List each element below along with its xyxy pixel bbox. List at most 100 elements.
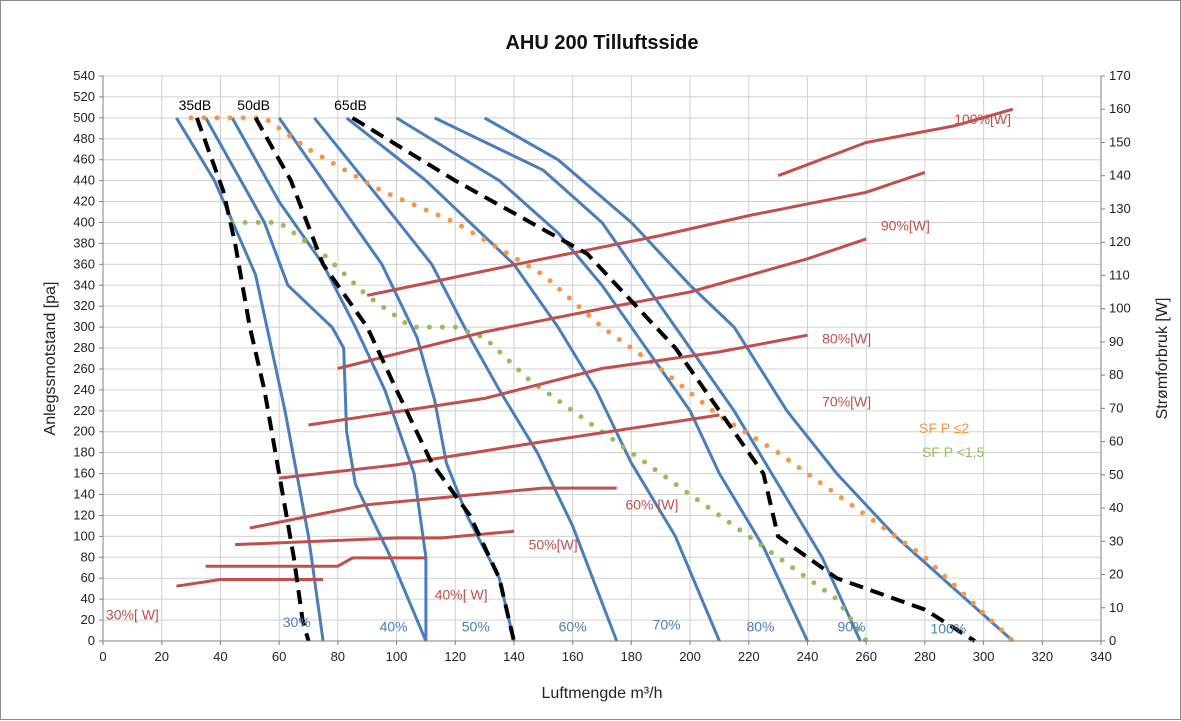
power-curve-label: 100%[W]: [954, 111, 1011, 127]
noise-curve-1: [195, 117, 311, 642]
x-tick-label: 40: [213, 649, 227, 664]
noise-curve-label: 65dB: [334, 97, 367, 113]
x-tick-label: 160: [562, 649, 584, 664]
power-curve-9: [777, 107, 1014, 178]
x-tick-label: 240: [797, 649, 819, 664]
power-curve-label: 30%[ W]: [106, 606, 159, 622]
x-tick-label: 140: [503, 649, 525, 664]
y2-tick-label: 140: [1109, 168, 1131, 183]
power-curve-label: 50%[W]: [529, 537, 578, 553]
y-tick-label: 20: [81, 612, 95, 627]
x-tick-label: 340: [1090, 649, 1112, 664]
x-tick-label: 120: [444, 649, 466, 664]
y-tick-label: 520: [73, 89, 95, 104]
y-tick-label: 100: [73, 528, 95, 543]
y2-tick-label: 50: [1109, 467, 1123, 482]
y-tick-label: 0: [88, 633, 95, 648]
sfp-curve-label: SF P ≤2: [919, 420, 969, 436]
curve-labels: 30% 40% 50% 60% 70% 80% 90% 100% 35dB 50dB 65dB 30%…: [106, 97, 1011, 637]
y2-tick-label: 60: [1109, 434, 1123, 449]
fan-curve-9: [483, 116, 1014, 643]
y2-tick-label: 90: [1109, 334, 1123, 349]
y-tick-label: 80: [81, 549, 95, 564]
y2-tick-label: 10: [1109, 600, 1123, 615]
power-curve-label: 80%[W]: [822, 331, 871, 347]
fan-curve-label: 80%: [746, 618, 774, 634]
sfp-curve-2: [229, 220, 869, 644]
y-tick-label: 500: [73, 110, 95, 125]
x-tick-label: 260: [855, 649, 877, 664]
y-tick-label: 60: [81, 570, 95, 585]
x-tick-label: 60: [272, 649, 286, 664]
y2-tick-label: 70: [1109, 400, 1123, 415]
y2-axis-title: Strømforbruk [W]: [1154, 298, 1171, 420]
power-curve-label: 40%[ W]: [435, 586, 488, 602]
power-curve-7: [337, 237, 867, 370]
grid: [102, 75, 1102, 642]
y-tick-label: 40: [81, 591, 95, 606]
y-tick-label: 300: [73, 319, 95, 334]
plot-area: [175, 107, 1016, 644]
y-tick-label: 360: [73, 256, 95, 271]
y-tick-label: 540: [73, 68, 95, 83]
x-tick-label: 200: [679, 649, 701, 664]
noise-curve-label: 50dB: [237, 97, 270, 113]
noise-curve-2: [253, 116, 516, 642]
x-axis-title: Luftmengde m³/h: [542, 685, 663, 702]
y2-tick-label: 110: [1109, 267, 1130, 282]
y2-tick-label: 30: [1109, 533, 1123, 548]
fan-curve-3: [230, 117, 428, 641]
x-tick-label: 20: [154, 649, 168, 664]
fan-curve-6: [345, 116, 721, 642]
power-curve-label: 60% [W]: [625, 497, 678, 513]
y2-tick-label: 80: [1109, 367, 1123, 382]
fan-curve-label: 100%: [930, 620, 966, 636]
fan-curve-label: 40%: [380, 618, 408, 634]
fan-curve-label: 60%: [559, 618, 587, 634]
power-curve-8: [366, 170, 926, 297]
y-tick-label: 120: [73, 507, 95, 522]
fan-curve-7: [395, 116, 809, 642]
x-tick-label: 100: [386, 649, 408, 664]
y2-tick-label: 150: [1109, 134, 1131, 149]
y-tick-label: 220: [73, 403, 95, 418]
y-tick-label: 420: [73, 194, 95, 209]
y-tick-label: 440: [73, 173, 95, 188]
fan-curve-1: [175, 117, 325, 642]
y2-tick-label: 120: [1109, 234, 1131, 249]
y2-tick-label: 100: [1109, 301, 1131, 316]
y-tick-label: 140: [73, 487, 95, 502]
fan-curve-4: [277, 117, 516, 642]
power-curve-2: [205, 556, 426, 568]
y-tick-label: 180: [73, 445, 95, 460]
y-tick-label: 380: [73, 235, 95, 250]
y2-tick-label: 20: [1109, 567, 1123, 582]
y-tick-label: 480: [73, 131, 95, 146]
power-curve-3: [235, 529, 515, 547]
sfp-curve-label: SF P <1,5: [922, 444, 985, 460]
power-curve-label: 70%[W]: [822, 394, 871, 410]
y2-tick-label: 160: [1109, 101, 1131, 116]
x-tick-label: 280: [914, 649, 936, 664]
chart-title: AHU 200 Tilluftsside: [505, 32, 698, 54]
y-axis-title: Anlegssmotstand [pa]: [42, 282, 59, 436]
y2-tick-label: 0: [1109, 633, 1116, 648]
x-tick-label: 0: [99, 649, 106, 664]
power-curve-1: [176, 578, 324, 588]
y2-tick-label: 40: [1109, 500, 1123, 515]
fan-curve-label: 50%: [462, 618, 490, 634]
x-tick-label: 180: [621, 649, 643, 664]
fan-curve-label: 30%: [283, 614, 311, 630]
y2-tick-label: 170: [1109, 68, 1131, 83]
y-tick-label: 200: [73, 424, 95, 439]
y-tick-label: 240: [73, 382, 95, 397]
fan-curve-2: [204, 117, 428, 642]
power-curve-5: [278, 413, 720, 480]
y-tick-label: 340: [73, 277, 95, 292]
noise-curve-label: 35dB: [179, 97, 212, 113]
x-tick-label: 300: [973, 649, 995, 664]
noise-curve-3: [351, 116, 976, 643]
y-tick-label: 460: [73, 152, 95, 167]
